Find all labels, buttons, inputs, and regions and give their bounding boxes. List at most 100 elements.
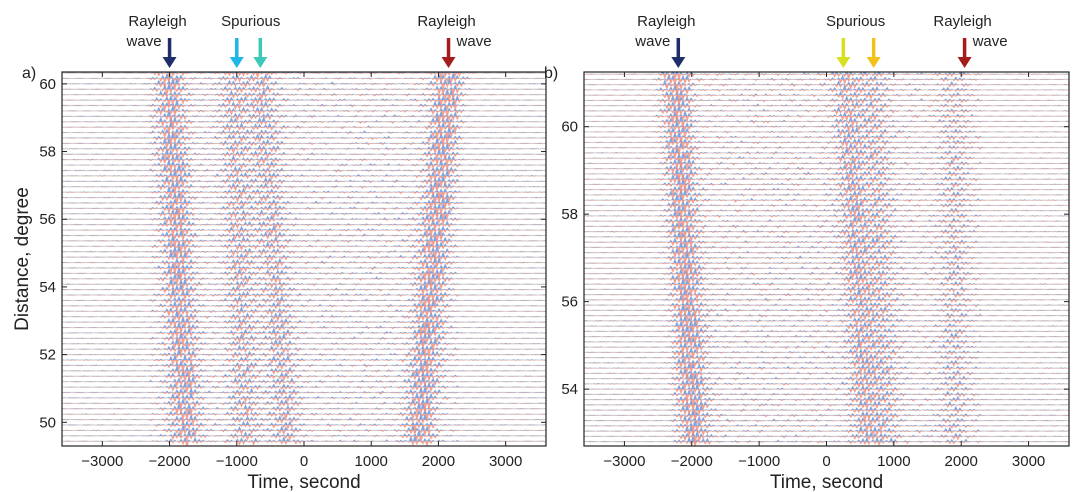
trace bbox=[62, 86, 546, 104]
trace bbox=[584, 173, 1069, 187]
trace bbox=[584, 98, 1069, 111]
trace bbox=[62, 179, 546, 196]
trace bbox=[584, 274, 1069, 291]
x-tick-label: −2000 bbox=[671, 453, 713, 470]
x-tick-label: −2000 bbox=[148, 453, 190, 470]
trace bbox=[584, 356, 1069, 370]
trace bbox=[62, 81, 546, 97]
trace bbox=[584, 230, 1069, 245]
trace bbox=[584, 316, 1069, 333]
trace bbox=[584, 202, 1069, 221]
trace bbox=[62, 249, 546, 265]
trace bbox=[62, 243, 546, 263]
trace bbox=[584, 270, 1069, 285]
annotation-label: Rayleigh bbox=[933, 13, 991, 30]
trace bbox=[584, 381, 1069, 396]
trace bbox=[584, 301, 1069, 319]
trace bbox=[62, 195, 546, 212]
trace bbox=[584, 334, 1069, 349]
trace bbox=[62, 136, 546, 152]
trace bbox=[62, 162, 546, 177]
trace bbox=[62, 103, 546, 121]
trace bbox=[62, 115, 546, 131]
x-tick-label: 0 bbox=[300, 453, 308, 470]
trace bbox=[62, 353, 546, 367]
trace bbox=[62, 329, 546, 348]
y-tick-label: 50 bbox=[39, 414, 56, 431]
trace bbox=[584, 298, 1069, 312]
trace bbox=[584, 118, 1069, 134]
trace bbox=[62, 107, 546, 124]
annotation-arrow bbox=[866, 38, 881, 68]
trace bbox=[62, 281, 546, 297]
trace bbox=[62, 343, 546, 360]
trace bbox=[584, 414, 1069, 435]
annotation-label: Spurious bbox=[826, 13, 885, 30]
trace bbox=[584, 244, 1069, 259]
trace bbox=[584, 346, 1069, 360]
trace bbox=[584, 165, 1069, 184]
plot-frame bbox=[61, 71, 547, 447]
x-tick-label: 0 bbox=[822, 453, 830, 470]
x-tick-label: −1000 bbox=[738, 453, 780, 470]
trace bbox=[584, 370, 1069, 388]
trace bbox=[62, 355, 546, 375]
trace bbox=[62, 228, 546, 243]
trace bbox=[62, 335, 546, 353]
annotation-label: Rayleigh bbox=[637, 13, 695, 30]
trace bbox=[584, 394, 1069, 408]
trace bbox=[62, 224, 546, 239]
x-axis-label: Time, second bbox=[247, 472, 360, 492]
trace bbox=[584, 388, 1069, 403]
trace bbox=[584, 351, 1069, 364]
panel-b: −3000 −2000 −1000 0 1000 2000 3000 54 56 58 60 Time… bbox=[544, 13, 1070, 492]
trace bbox=[584, 422, 1069, 438]
trace bbox=[584, 283, 1069, 297]
annotation-arrow bbox=[229, 38, 244, 68]
trace bbox=[584, 221, 1069, 234]
annotation-arrow bbox=[671, 38, 686, 68]
y-tick-label: 52 bbox=[39, 347, 56, 364]
trace bbox=[584, 257, 1069, 271]
annotation-label: Rayleigh bbox=[417, 13, 475, 30]
trace bbox=[584, 367, 1069, 380]
trace bbox=[62, 254, 546, 270]
trace bbox=[62, 383, 546, 399]
trace bbox=[62, 129, 546, 147]
x-tick-label: 3000 bbox=[1012, 453, 1045, 470]
trace bbox=[62, 118, 546, 135]
trace bbox=[62, 202, 546, 218]
annotation-arrow bbox=[162, 38, 177, 68]
trace bbox=[584, 225, 1069, 239]
trace bbox=[62, 427, 546, 444]
annotation-label: wave bbox=[972, 33, 1008, 50]
trace bbox=[584, 109, 1069, 125]
trace bbox=[62, 156, 546, 173]
trace bbox=[584, 401, 1069, 417]
trace bbox=[584, 208, 1069, 222]
trace bbox=[584, 405, 1069, 423]
trace bbox=[584, 72, 1069, 87]
trace bbox=[62, 373, 546, 388]
trace bbox=[584, 398, 1069, 412]
trace bbox=[62, 141, 546, 156]
annotation-label: wave bbox=[126, 33, 162, 50]
trace bbox=[62, 190, 546, 206]
trace bbox=[584, 430, 1069, 446]
trace bbox=[584, 249, 1069, 266]
y-axis-label: Distance, degree bbox=[12, 187, 33, 331]
trace bbox=[62, 395, 546, 413]
y-tick-label: 56 bbox=[561, 294, 578, 311]
trace bbox=[584, 261, 1069, 277]
trace bbox=[62, 292, 546, 310]
trace bbox=[62, 344, 546, 360]
trace-area bbox=[584, 72, 1069, 446]
trace bbox=[584, 329, 1069, 345]
y-tick-label: 58 bbox=[39, 144, 56, 161]
x-tick-label: 1000 bbox=[355, 453, 388, 470]
x-tick-label: −3000 bbox=[603, 453, 645, 470]
trace bbox=[584, 136, 1069, 150]
trace bbox=[584, 215, 1069, 230]
trace bbox=[62, 184, 546, 201]
